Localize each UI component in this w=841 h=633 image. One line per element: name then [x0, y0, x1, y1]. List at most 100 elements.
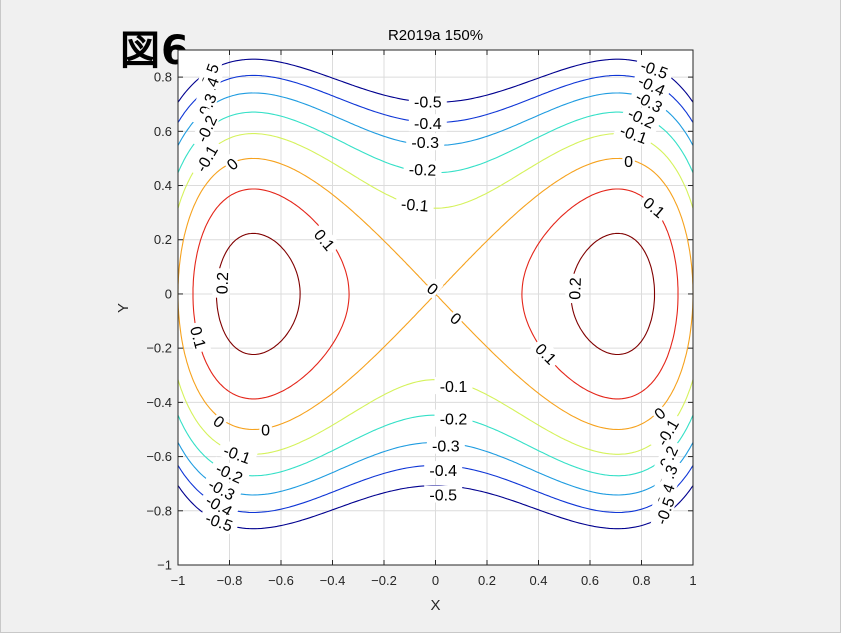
contour-label: -0.2 — [434, 409, 473, 429]
contour-label-bg — [201, 472, 243, 506]
x-tick-label: −0.4 — [320, 573, 346, 588]
contour-label-bg — [208, 456, 251, 489]
x-tick-label: −0.6 — [268, 573, 294, 588]
figure-label: 図6 — [120, 28, 190, 74]
contour-label-text: 0 — [624, 154, 633, 171]
contour-label-bg — [216, 438, 259, 468]
contour-label-text: -0.2 — [440, 412, 468, 429]
contour-label: -0.1 — [434, 377, 473, 396]
y-tick-label: −0.8 — [146, 503, 172, 518]
contour-label-text: -0.3 — [411, 135, 439, 152]
y-tick-label: 0 — [165, 286, 172, 301]
contour-label-bg — [408, 92, 447, 110]
contour-label-text: -0.1 — [400, 196, 429, 215]
contour-label-bg — [395, 193, 435, 215]
contour-label-bg — [628, 84, 671, 118]
x-tick-label: 1 — [689, 573, 696, 588]
contour-label-bg — [187, 320, 212, 354]
x-tick-label: 0.8 — [632, 573, 650, 588]
contour-label-text: -0.3 — [432, 439, 460, 456]
contour-label-text: 0.1 — [186, 325, 208, 351]
x-tick-label: 0.2 — [478, 573, 496, 588]
y-tick-label: 0.8 — [154, 70, 172, 85]
x-tick-label: −1 — [171, 573, 186, 588]
contour-label-bg — [530, 336, 563, 370]
x-tick-label: −0.2 — [371, 573, 397, 588]
contour-label-bg — [426, 436, 465, 454]
contour-label-text: 0 — [261, 423, 270, 440]
contour-label-bg — [446, 307, 467, 329]
x-tick-label: 0.4 — [529, 573, 547, 588]
contour-label-bg — [259, 420, 272, 438]
contour-label-bg — [649, 489, 679, 532]
y-tick-label: −0.6 — [146, 449, 172, 464]
contour-label: -0.4 — [424, 461, 463, 480]
contour-level-0.1-line — [192, 188, 679, 400]
contour-label: 0 — [259, 420, 272, 440]
contour-label-bg — [424, 461, 463, 479]
contour-label-bg — [406, 133, 445, 151]
contour-label-bg — [408, 114, 447, 132]
contour-label-bg — [613, 119, 655, 149]
contour-label-bg — [212, 268, 231, 299]
contour-label-bg — [424, 485, 463, 503]
y-tick-label: 0.2 — [154, 232, 172, 247]
contour-label: -0.3 — [426, 436, 465, 456]
x-axis-label: X — [430, 597, 440, 614]
y-tick-label: −0.4 — [146, 395, 172, 410]
contour-label: 0.1 — [186, 320, 212, 354]
y-tick-label: −0.2 — [146, 341, 172, 356]
contour-label-bg — [309, 222, 342, 257]
chart-title: R2019a 150% — [388, 27, 483, 44]
contour-label-bg — [209, 410, 230, 432]
contour-label: 0.2 — [212, 268, 232, 299]
contour-label-bg — [622, 152, 635, 170]
contour-label-bg — [434, 377, 473, 395]
contour-label: -0.5 — [408, 92, 447, 112]
contour-level-neg0.3-line — [177, 92, 694, 496]
contour-label: -0.3 — [406, 133, 445, 152]
x-tick-label: −0.8 — [217, 573, 243, 588]
y-axis: −1 −0.8 −0.6 −0.4 −0.2 0 0.2 0.4 0.6 0.8 — [146, 70, 693, 573]
contour-label-bg — [422, 277, 444, 299]
contour-label-text: -0.2 — [408, 162, 436, 180]
x-tick-label: 0 — [432, 573, 439, 588]
contour-label-bg — [650, 411, 684, 453]
contour-label: -0.4 — [408, 114, 447, 133]
contour-label-text: -0.5 — [429, 488, 457, 505]
contour-label-bg — [564, 273, 584, 304]
contour-label: -0.1 — [613, 119, 655, 149]
y-tick-label: 0.6 — [154, 124, 172, 139]
contour-label-bg — [434, 409, 473, 427]
x-tick-label: 0.6 — [581, 573, 599, 588]
contour-label-bg — [633, 54, 676, 84]
contour-label-text: 0.2 — [567, 277, 585, 300]
contour-label-bg — [637, 190, 672, 223]
contour-label-text: 0.2 — [214, 272, 232, 295]
y-axis-label: Y — [115, 303, 132, 313]
contour-label-text: -0.4 — [414, 116, 442, 133]
contour-label-bg — [221, 152, 243, 174]
contour-label-bg — [189, 137, 223, 179]
contour-label: 0 — [622, 152, 635, 171]
contour-label-bg — [620, 101, 663, 134]
y-tick-label: 0.4 — [154, 178, 172, 193]
y-tick-label: −1 — [157, 558, 172, 573]
contour-label-bg — [198, 506, 241, 536]
contour-label-text: -0.1 — [440, 379, 468, 396]
contour-label: 0.2 — [564, 273, 585, 304]
contour-label-bg — [190, 107, 222, 150]
contour-label-text: -0.5 — [414, 95, 442, 112]
contour-label-text: -0.4 — [429, 463, 457, 480]
contour-labels: -0.5-0.4-0.3-0.2-0.100.10.20.100-0.1-0.2… — [186, 54, 684, 536]
contour-label: -0.5 — [424, 485, 463, 505]
contour-label-bg — [631, 69, 673, 101]
contour-label-bg — [403, 159, 442, 178]
contour-label: -0.2 — [403, 159, 442, 180]
contour-label-bg — [198, 488, 241, 522]
contour-label-bg — [648, 402, 670, 424]
contour-label-bg — [190, 85, 221, 128]
contour-label: -0.1 — [395, 193, 435, 216]
x-axis: −1 −0.8 −0.6 −0.4 −0.2 0 0.2 0.4 0.6 0.8 1 — [171, 50, 697, 588]
